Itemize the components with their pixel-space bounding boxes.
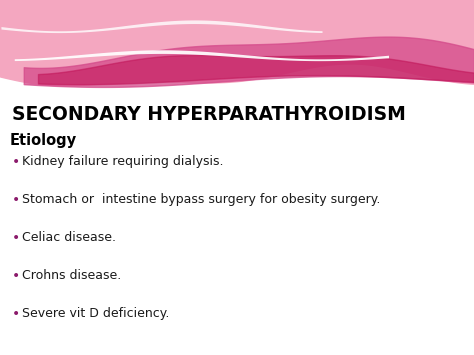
Text: Severe vit D deficiency.: Severe vit D deficiency. <box>22 306 169 320</box>
Text: •: • <box>12 154 20 169</box>
Text: Kidney failure requiring dialysis.: Kidney failure requiring dialysis. <box>22 154 224 168</box>
Text: Stomach or  intestine bypass surgery for obesity surgery.: Stomach or intestine bypass surgery for … <box>22 192 380 206</box>
Text: SECONDARY HYPERPARATHYROIDISM: SECONDARY HYPERPARATHYROIDISM <box>12 104 406 124</box>
Text: Crohns disease.: Crohns disease. <box>22 268 121 282</box>
Text: •: • <box>12 230 20 245</box>
Text: •: • <box>12 192 20 207</box>
Text: Etiology: Etiology <box>10 132 77 148</box>
Text: •: • <box>12 306 20 321</box>
Text: •: • <box>12 268 20 283</box>
Text: Celiac disease.: Celiac disease. <box>22 230 116 244</box>
